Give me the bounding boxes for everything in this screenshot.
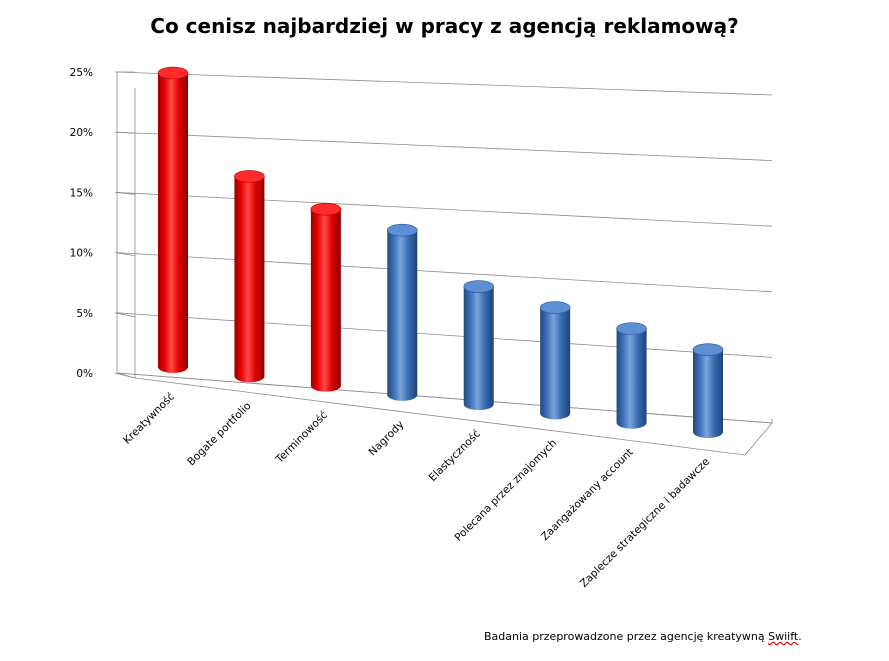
gridline (116, 312, 773, 358)
bar-body (540, 307, 571, 420)
bar (463, 280, 495, 411)
x-tick-label: Zaangażowany account (539, 446, 636, 543)
bar-body (387, 230, 418, 401)
tick-mark (114, 192, 136, 195)
source-prefix: Badania przeprowadzone przez agencję kre… (484, 630, 769, 643)
bar-top (157, 66, 189, 80)
bar-body (463, 286, 494, 411)
bar (692, 343, 724, 438)
bar (386, 223, 418, 401)
chart-title: Co cenisz najbardziej w pracy z agencją … (150, 14, 739, 38)
x-tick-label: Polecana przez znajomych (452, 437, 559, 544)
gridline (116, 252, 773, 293)
bar-body (234, 176, 265, 383)
y-tick-label: 25% (70, 67, 93, 79)
source-note: Badania przeprowadzone przez agencję kre… (484, 630, 802, 643)
y-axis: 0% 5% 10% 15% 20% 25% (70, 67, 93, 380)
x-tick-label: Bogate portfolio (185, 400, 253, 468)
bar-top (386, 223, 418, 237)
bar (234, 170, 265, 383)
bar-body (616, 328, 647, 429)
bar (157, 66, 189, 373)
source-suffix: . (798, 630, 802, 643)
bar-body (693, 349, 723, 438)
bar-top (463, 280, 495, 293)
bar-top (616, 322, 647, 335)
bar (539, 301, 571, 420)
tick-mark (114, 312, 136, 318)
bar-top (539, 301, 571, 314)
y-tick-label: 0% (76, 368, 93, 380)
chart-grid (114, 71, 773, 456)
x-tick-label: Terminowość (273, 409, 330, 466)
bar-body (158, 73, 188, 373)
tick-mark (114, 131, 136, 134)
x-tick-label: Elastyczność (427, 428, 483, 484)
y-tick-label: 10% (70, 248, 93, 260)
gridline (116, 131, 773, 161)
bar-top (692, 343, 724, 356)
x-tick-label: Nagrody (367, 418, 407, 458)
bar (310, 202, 342, 392)
x-tick-label: Kreatywność (121, 390, 177, 446)
bar-series (157, 66, 724, 438)
bar-body (310, 209, 341, 392)
y-tick-label: 15% (70, 187, 93, 199)
tick-mark (114, 252, 136, 256)
gridline (116, 192, 773, 227)
y-tick-label: 5% (76, 308, 93, 320)
bar (616, 322, 647, 429)
bar-top (310, 202, 342, 216)
bar-top (234, 170, 265, 183)
gridline (116, 71, 773, 96)
y-tick-label: 20% (70, 127, 93, 139)
agency-name: Swiift (768, 630, 799, 643)
